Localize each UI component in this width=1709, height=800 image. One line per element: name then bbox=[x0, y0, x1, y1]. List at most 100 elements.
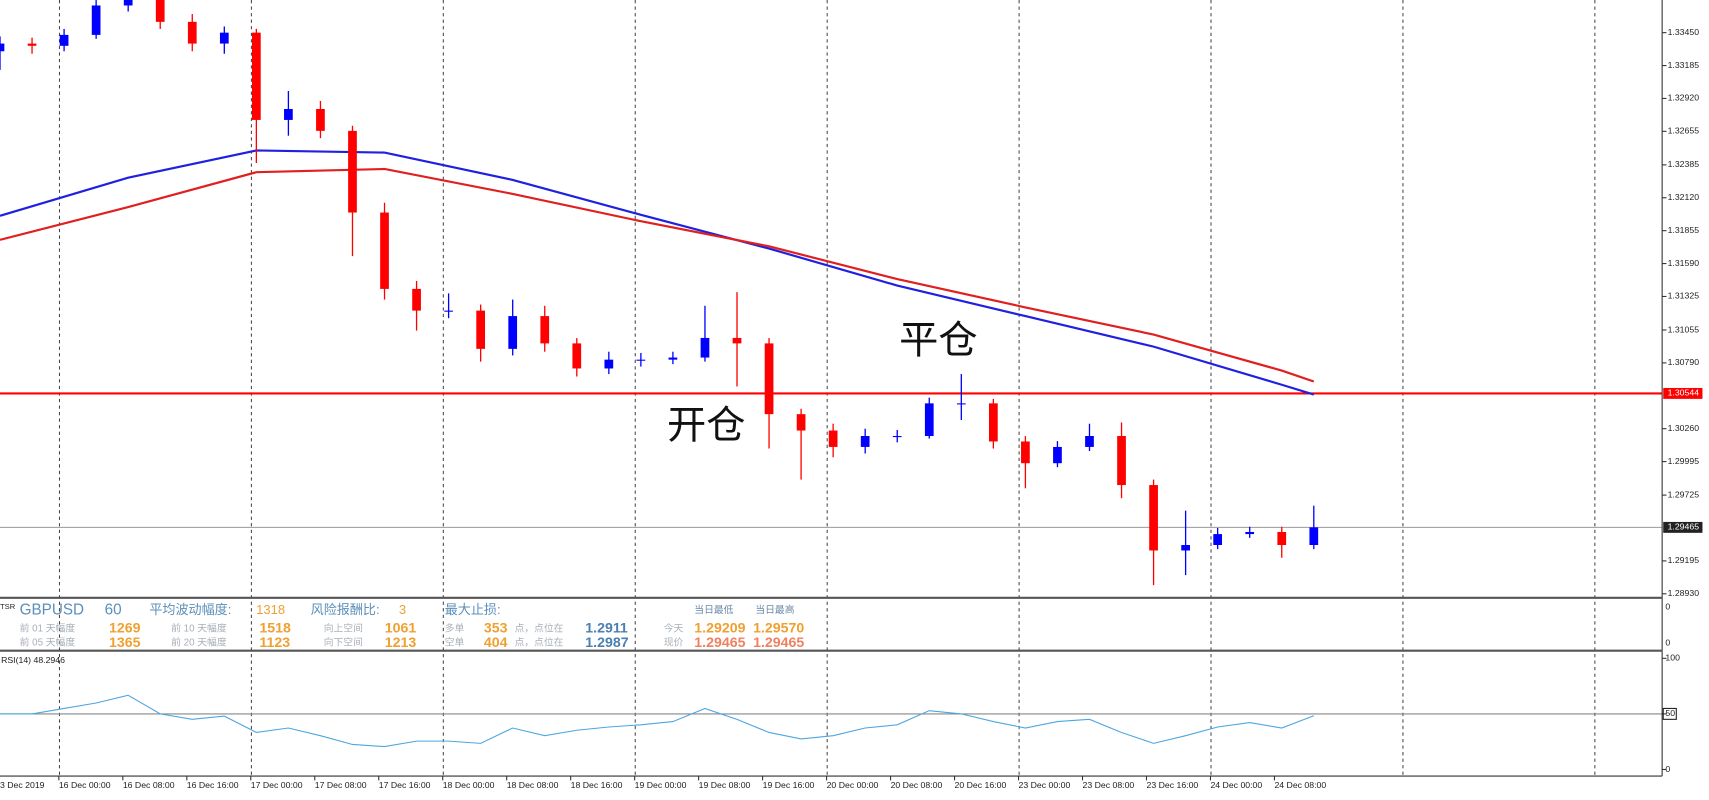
x-tick-label: 23 Dec 08:00 bbox=[1083, 780, 1135, 790]
info-cell: 404 bbox=[484, 635, 508, 651]
annotation: 平仓 bbox=[899, 319, 977, 363]
candle-body bbox=[956, 403, 966, 405]
candle-body bbox=[1213, 534, 1223, 546]
rsi-panel bbox=[0, 694, 1663, 748]
y-tick-label: 1.32655 bbox=[1668, 126, 1700, 136]
price-label-box bbox=[1663, 521, 1703, 533]
info-cell: 1269 bbox=[109, 621, 141, 637]
panel-axis-label: 0 bbox=[1665, 601, 1670, 611]
candle-body bbox=[27, 43, 37, 46]
candle-body bbox=[764, 343, 774, 415]
candle-body bbox=[155, 0, 165, 22]
info-cell: 1213 bbox=[385, 635, 417, 651]
y-tick-label: 1.30260 bbox=[1668, 423, 1700, 433]
info-cell: 353 bbox=[484, 621, 508, 637]
candle-body bbox=[700, 337, 710, 358]
candle-body bbox=[1053, 446, 1062, 464]
annotation: 开仓 bbox=[667, 404, 745, 448]
info-cell: 1365 bbox=[109, 635, 141, 651]
candle-body bbox=[540, 316, 550, 344]
candle-body bbox=[1277, 531, 1287, 546]
price-label: 1.29465 bbox=[1668, 522, 1700, 532]
price-label-box bbox=[1663, 387, 1703, 399]
candle-body bbox=[1085, 436, 1094, 447]
info-header-cell: 60 bbox=[105, 601, 122, 618]
x-tick-label: 23 Dec 00:00 bbox=[1019, 780, 1071, 790]
candle-body bbox=[636, 359, 646, 361]
info-cell: 前 20 天幅度 bbox=[171, 636, 227, 649]
info-header-cell: 最大止损: bbox=[445, 602, 501, 617]
candle-body bbox=[412, 288, 421, 311]
info-header-cell: 风险报酬比: bbox=[311, 602, 380, 617]
candle-body bbox=[1245, 531, 1255, 535]
y-tick-label: 1.33450 bbox=[1668, 27, 1700, 37]
y-tick-label: 1.31055 bbox=[1668, 324, 1700, 334]
x-tick-label: 18 Dec 16:00 bbox=[571, 780, 623, 790]
info-cell: 多单 bbox=[445, 621, 465, 634]
candle-body bbox=[1117, 436, 1126, 486]
x-tick-label: 19 Dec 00:00 bbox=[635, 780, 687, 790]
candle-body bbox=[572, 343, 582, 369]
y-tick-label: 1.30790 bbox=[1668, 357, 1700, 367]
candle-body bbox=[219, 32, 229, 44]
x-tick-label: 16 Dec 16:00 bbox=[187, 780, 239, 790]
candle-body bbox=[476, 310, 486, 349]
candle-body bbox=[348, 130, 357, 213]
moving-average-line bbox=[0, 167, 1315, 383]
info-cell: 1.29570 bbox=[753, 621, 804, 637]
info-cell: 前 01 天幅度 bbox=[20, 621, 76, 634]
moving-average-line bbox=[0, 149, 1315, 396]
y-tick-label: 1.29995 bbox=[1668, 456, 1700, 466]
candle-body bbox=[316, 109, 325, 131]
x-tick-label: 18 Dec 00:00 bbox=[443, 780, 495, 790]
panel-axis-label: 0 bbox=[1665, 637, 1670, 647]
candle-body bbox=[444, 310, 453, 312]
x-tick-label: 20 Dec 00:00 bbox=[827, 780, 879, 790]
candle-body bbox=[892, 436, 902, 438]
candle-body bbox=[1021, 441, 1030, 464]
candle-body bbox=[924, 403, 934, 437]
info-cell: 空单 bbox=[445, 636, 465, 649]
candle-body bbox=[1149, 485, 1158, 551]
x-tick-label: 20 Dec 16:00 bbox=[955, 780, 1007, 790]
candle-body bbox=[796, 414, 806, 431]
y-tick-label: 1.32920 bbox=[1668, 93, 1700, 103]
candle-body bbox=[380, 212, 389, 289]
level-box bbox=[1662, 707, 1677, 720]
info-cell: 点，点位在 bbox=[514, 636, 563, 649]
info-cell: 向上空间 bbox=[324, 621, 363, 634]
candle-body bbox=[251, 32, 261, 120]
indicator-label: TSR bbox=[0, 602, 16, 611]
info-cell: 1123 bbox=[259, 635, 290, 651]
info-cell: 1.29209 bbox=[694, 621, 745, 637]
x-tick-label: 16 Dec 00:00 bbox=[59, 780, 111, 790]
x-tick-label: 24 Dec 00:00 bbox=[1210, 780, 1262, 790]
x-tick-label: 17 Dec 16:00 bbox=[379, 780, 431, 790]
y-tick-label: 1.31590 bbox=[1668, 258, 1700, 268]
info-header-cell: 1318 bbox=[256, 602, 285, 617]
x-tick-label: 24 Dec 08:00 bbox=[1274, 780, 1326, 790]
y-tick-label: 1.31855 bbox=[1668, 225, 1700, 235]
candle-body bbox=[91, 5, 101, 35]
x-tick-label: 19 Dec 16:00 bbox=[763, 780, 815, 790]
info-cell: 1.29465 bbox=[753, 635, 804, 651]
info-cell: 前 10 天幅度 bbox=[171, 621, 227, 634]
candle-body bbox=[59, 34, 69, 46]
x-tick-label: 17 Dec 00:00 bbox=[251, 780, 303, 790]
y-tick-label: 0 bbox=[1665, 764, 1670, 774]
y-tick-label: 1.33185 bbox=[1668, 60, 1700, 70]
x-tick-label: 19 Dec 08:00 bbox=[699, 780, 751, 790]
info-cell: 1.2987 bbox=[585, 635, 628, 651]
candle-body bbox=[0, 43, 5, 52]
candle-body bbox=[988, 403, 998, 442]
x-tick-label: 20 Dec 08:00 bbox=[891, 780, 943, 790]
y-tick-label: 1.32120 bbox=[1668, 192, 1700, 202]
rsi-line bbox=[0, 694, 1314, 748]
candle-body bbox=[284, 109, 293, 120]
candle-body bbox=[1309, 527, 1319, 546]
info-cell: 现价 bbox=[664, 637, 684, 649]
